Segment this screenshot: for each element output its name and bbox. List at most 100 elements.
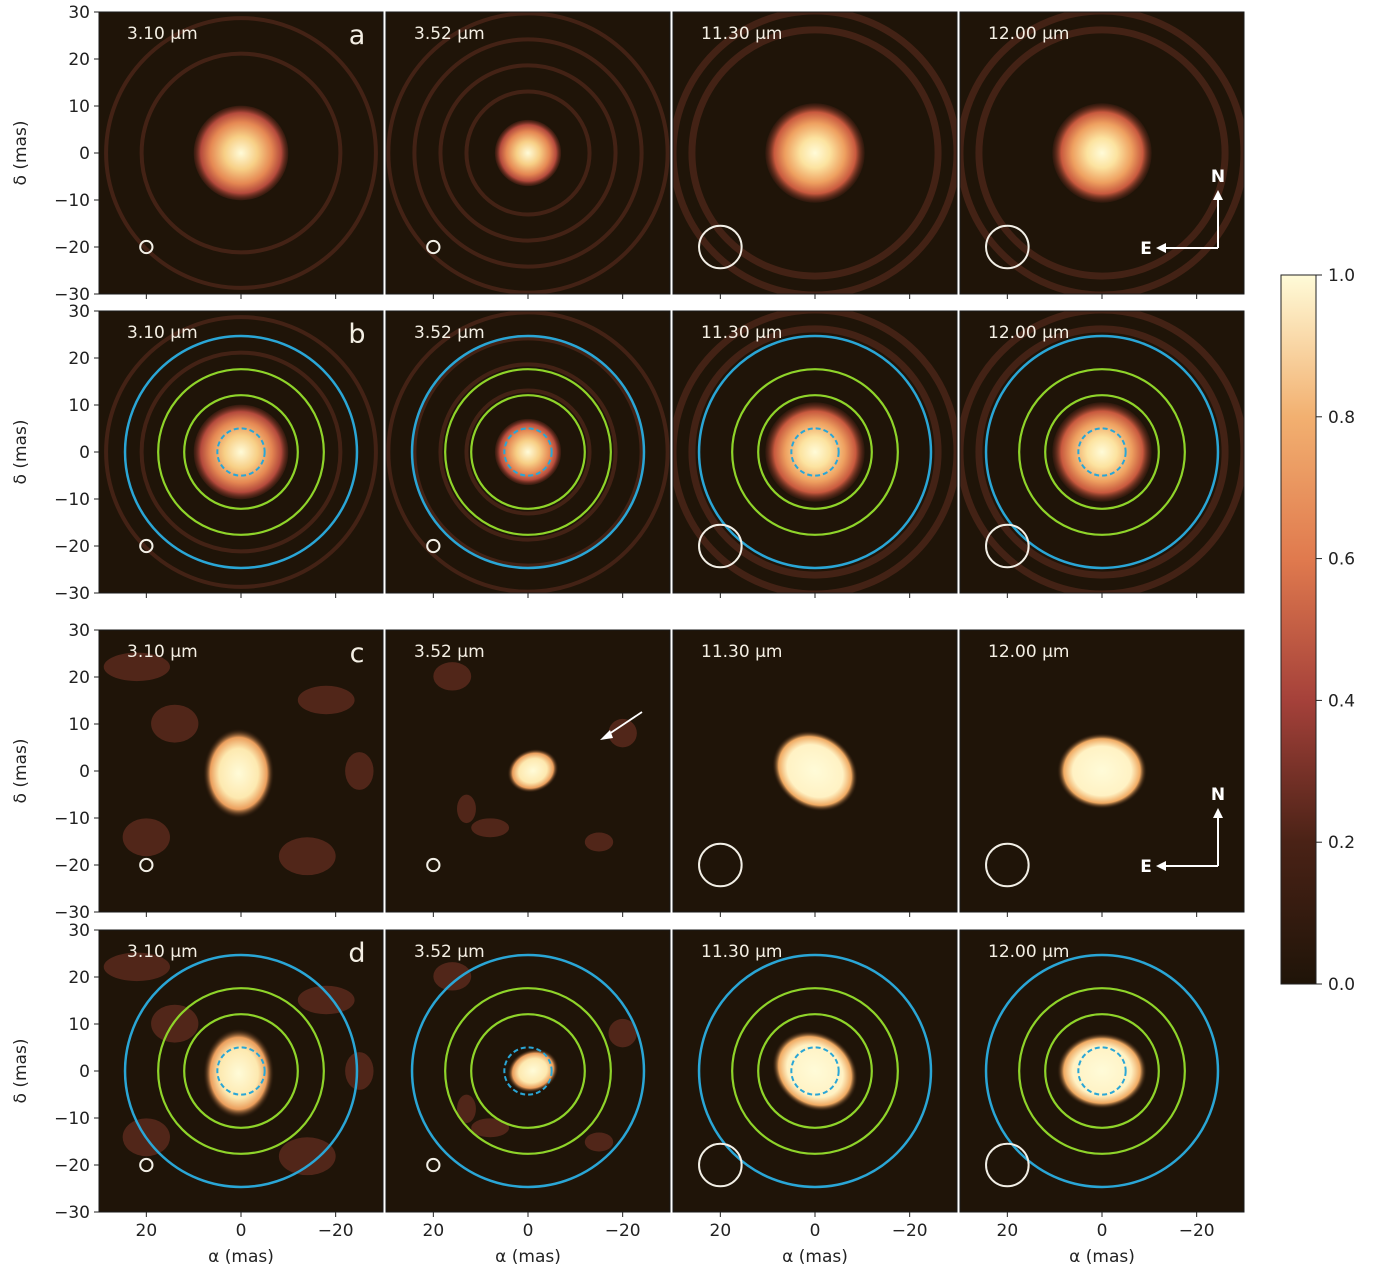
- background-feature: [584, 1132, 614, 1152]
- source-disk: [1057, 733, 1147, 809]
- background-feature: [345, 1052, 374, 1090]
- y-tick-label: 10: [68, 715, 90, 735]
- x-tick-label: 20: [710, 1221, 732, 1241]
- background-feature: [457, 794, 476, 824]
- panel-d-3: 11.30 µm 20 0 −20 α (mas): [672, 929, 958, 1267]
- panel-d-4: 12.00 µm 20 0 −20 α (mas): [959, 929, 1245, 1267]
- wavelength-label: 11.30 µm: [701, 323, 782, 343]
- y-tick-label: −30: [54, 903, 90, 923]
- background-feature: [471, 1118, 510, 1138]
- background-feature: [608, 718, 637, 748]
- background-feature: [122, 818, 170, 857]
- background-feature: [103, 652, 170, 682]
- panel-image: [673, 12, 957, 294]
- source-disk: [1052, 402, 1152, 502]
- source-disk: [203, 728, 275, 819]
- y-tick-label: 30: [68, 921, 90, 941]
- panel-c-2: 3.52 µm: [385, 629, 671, 917]
- panel-letter: c: [350, 638, 365, 669]
- panel-image: [426, 662, 643, 873]
- panel-row-b: 3.10 µm b 3.52 µm 11.30 µm 12.00 µm 30 20 10 0 −1…: [11, 302, 1245, 604]
- green-ring-inner: [1044, 394, 1160, 510]
- colorbar-ticks: 1.0 0.8 0.6 0.4 0.2 0.0: [1316, 266, 1355, 995]
- source-disk: [193, 404, 289, 500]
- compass-north-head: [1213, 190, 1223, 200]
- panel-image: NE: [960, 12, 1244, 294]
- beam-circle: [698, 224, 743, 270]
- beam-circle: [139, 239, 154, 255]
- source-disk: [507, 748, 559, 793]
- y-tick-label: −10: [54, 191, 90, 211]
- wavelength-label: 12.00 µm: [988, 24, 1069, 44]
- panel-d-1: 3.10 µm d 20 0 −20 α (mas): [98, 929, 384, 1267]
- x-tick-label: 20: [997, 1221, 1019, 1241]
- background-feature: [608, 1018, 637, 1048]
- core-dashed-ring: [790, 427, 840, 477]
- source-disk: [772, 1030, 858, 1112]
- background-feature: [457, 1094, 476, 1124]
- green-ring-inner: [757, 1013, 873, 1129]
- beam-circle: [139, 1157, 154, 1173]
- background-feature: [278, 837, 336, 876]
- panel-a-1: 3.10 µm a: [98, 11, 384, 299]
- y-tick-label: 10: [68, 97, 90, 117]
- background-feature: [278, 1137, 336, 1176]
- diffraction-ring: [438, 63, 618, 243]
- panel-image: [410, 953, 646, 1189]
- diffraction-ring: [412, 37, 644, 269]
- core-dashed-ring: [216, 1046, 266, 1096]
- background-feature: [297, 985, 355, 1015]
- panel-image: [984, 953, 1220, 1189]
- compass-east-label: E: [1140, 857, 1152, 877]
- colorbar-tick-label: 0.4: [1328, 691, 1355, 711]
- background-feature: [584, 832, 614, 852]
- green-ring-outer: [444, 368, 612, 536]
- feature-arrow-head: [600, 730, 613, 740]
- beam-circle: [426, 1157, 441, 1173]
- panel-letter: b: [348, 319, 365, 350]
- green-ring-outer: [1018, 987, 1186, 1155]
- diffraction-ring: [438, 362, 618, 542]
- diffraction-ring: [139, 350, 343, 554]
- y-tick-label: 0: [79, 762, 90, 782]
- outer-ring: [410, 953, 646, 1189]
- beam-circle: [985, 842, 1030, 888]
- panel-image: [386, 12, 670, 294]
- y-tick-label: −20: [54, 238, 90, 258]
- x-axis-label: α (mas): [495, 1247, 561, 1267]
- panel-letter: d: [348, 938, 365, 969]
- green-ring-outer: [157, 368, 325, 536]
- beam-circle: [426, 857, 441, 873]
- source-disk: [1052, 103, 1152, 203]
- panel-image: [104, 16, 378, 290]
- outer-ring: [410, 334, 646, 570]
- source-disk: [193, 105, 289, 201]
- wavelength-label: 12.00 µm: [988, 942, 1069, 962]
- y-tick-label: −30: [54, 1203, 90, 1223]
- x-axis-label: α (mas): [208, 1247, 274, 1267]
- panel-image: [103, 952, 374, 1189]
- panel-a-2: 3.52 µm: [385, 11, 671, 299]
- x-tick-label: 0: [810, 1221, 821, 1241]
- source-disk: [765, 402, 865, 502]
- diffraction-ring: [975, 325, 1229, 579]
- outer-ring: [697, 953, 933, 1189]
- colorbar-tick-label: 0.0: [1328, 975, 1355, 995]
- panel-c-1: 3.10 µm c: [98, 629, 384, 917]
- source-disk: [203, 1028, 275, 1119]
- panel-b-2: 3.52 µm: [385, 310, 671, 598]
- source-disk: [1057, 1033, 1147, 1109]
- y-tick-label: 30: [68, 621, 90, 641]
- green-ring-outer: [731, 368, 899, 536]
- panel-image: [104, 315, 378, 589]
- core-dashed-ring: [1077, 427, 1127, 477]
- beam-circle: [426, 538, 441, 554]
- y-axis-label: δ (mas): [11, 121, 31, 186]
- y-tick-label: 20: [68, 349, 90, 369]
